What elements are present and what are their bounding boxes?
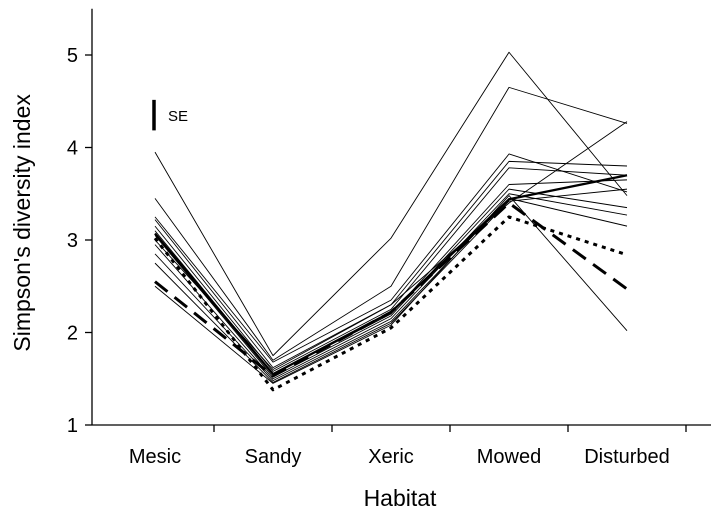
x-tick-label: Mesic xyxy=(129,446,181,468)
series-line-14 xyxy=(154,201,628,378)
x-tick-label: Disturbed xyxy=(584,446,670,468)
y-tick-label: 4 xyxy=(67,138,78,160)
x-tick-label: Sandy xyxy=(245,446,302,468)
series-line-10 xyxy=(154,188,628,383)
series-line-1 xyxy=(154,51,628,357)
series-line-3 xyxy=(154,153,628,363)
se-label: SE xyxy=(168,108,188,125)
y-axis-title: Simpson's diversity index xyxy=(9,94,35,352)
series-line-8 xyxy=(154,193,628,380)
series-line-2 xyxy=(154,86,628,361)
series-line-15 xyxy=(153,215,628,392)
x-tick-label: Xeric xyxy=(368,446,414,468)
y-tick-label: 1 xyxy=(67,415,78,437)
labels: 1 2 3 4 5 Mesic Sandy Xeric Mowed Disturbed Habita… xyxy=(9,45,670,511)
series-line-7 xyxy=(154,188,628,378)
y-tick-label: 3 xyxy=(67,230,78,252)
series-layer xyxy=(153,51,628,392)
series-line-12 xyxy=(154,121,628,370)
x-tick-label: Mowed xyxy=(477,446,541,468)
axes xyxy=(85,8,711,432)
series-line-11 xyxy=(154,195,628,384)
x-axis-title: Habitat xyxy=(364,485,437,511)
y-tick-label: 2 xyxy=(67,323,78,345)
series-line-5 xyxy=(154,167,628,372)
y-tick-label: 5 xyxy=(67,45,78,67)
series-line-9 xyxy=(154,197,628,382)
